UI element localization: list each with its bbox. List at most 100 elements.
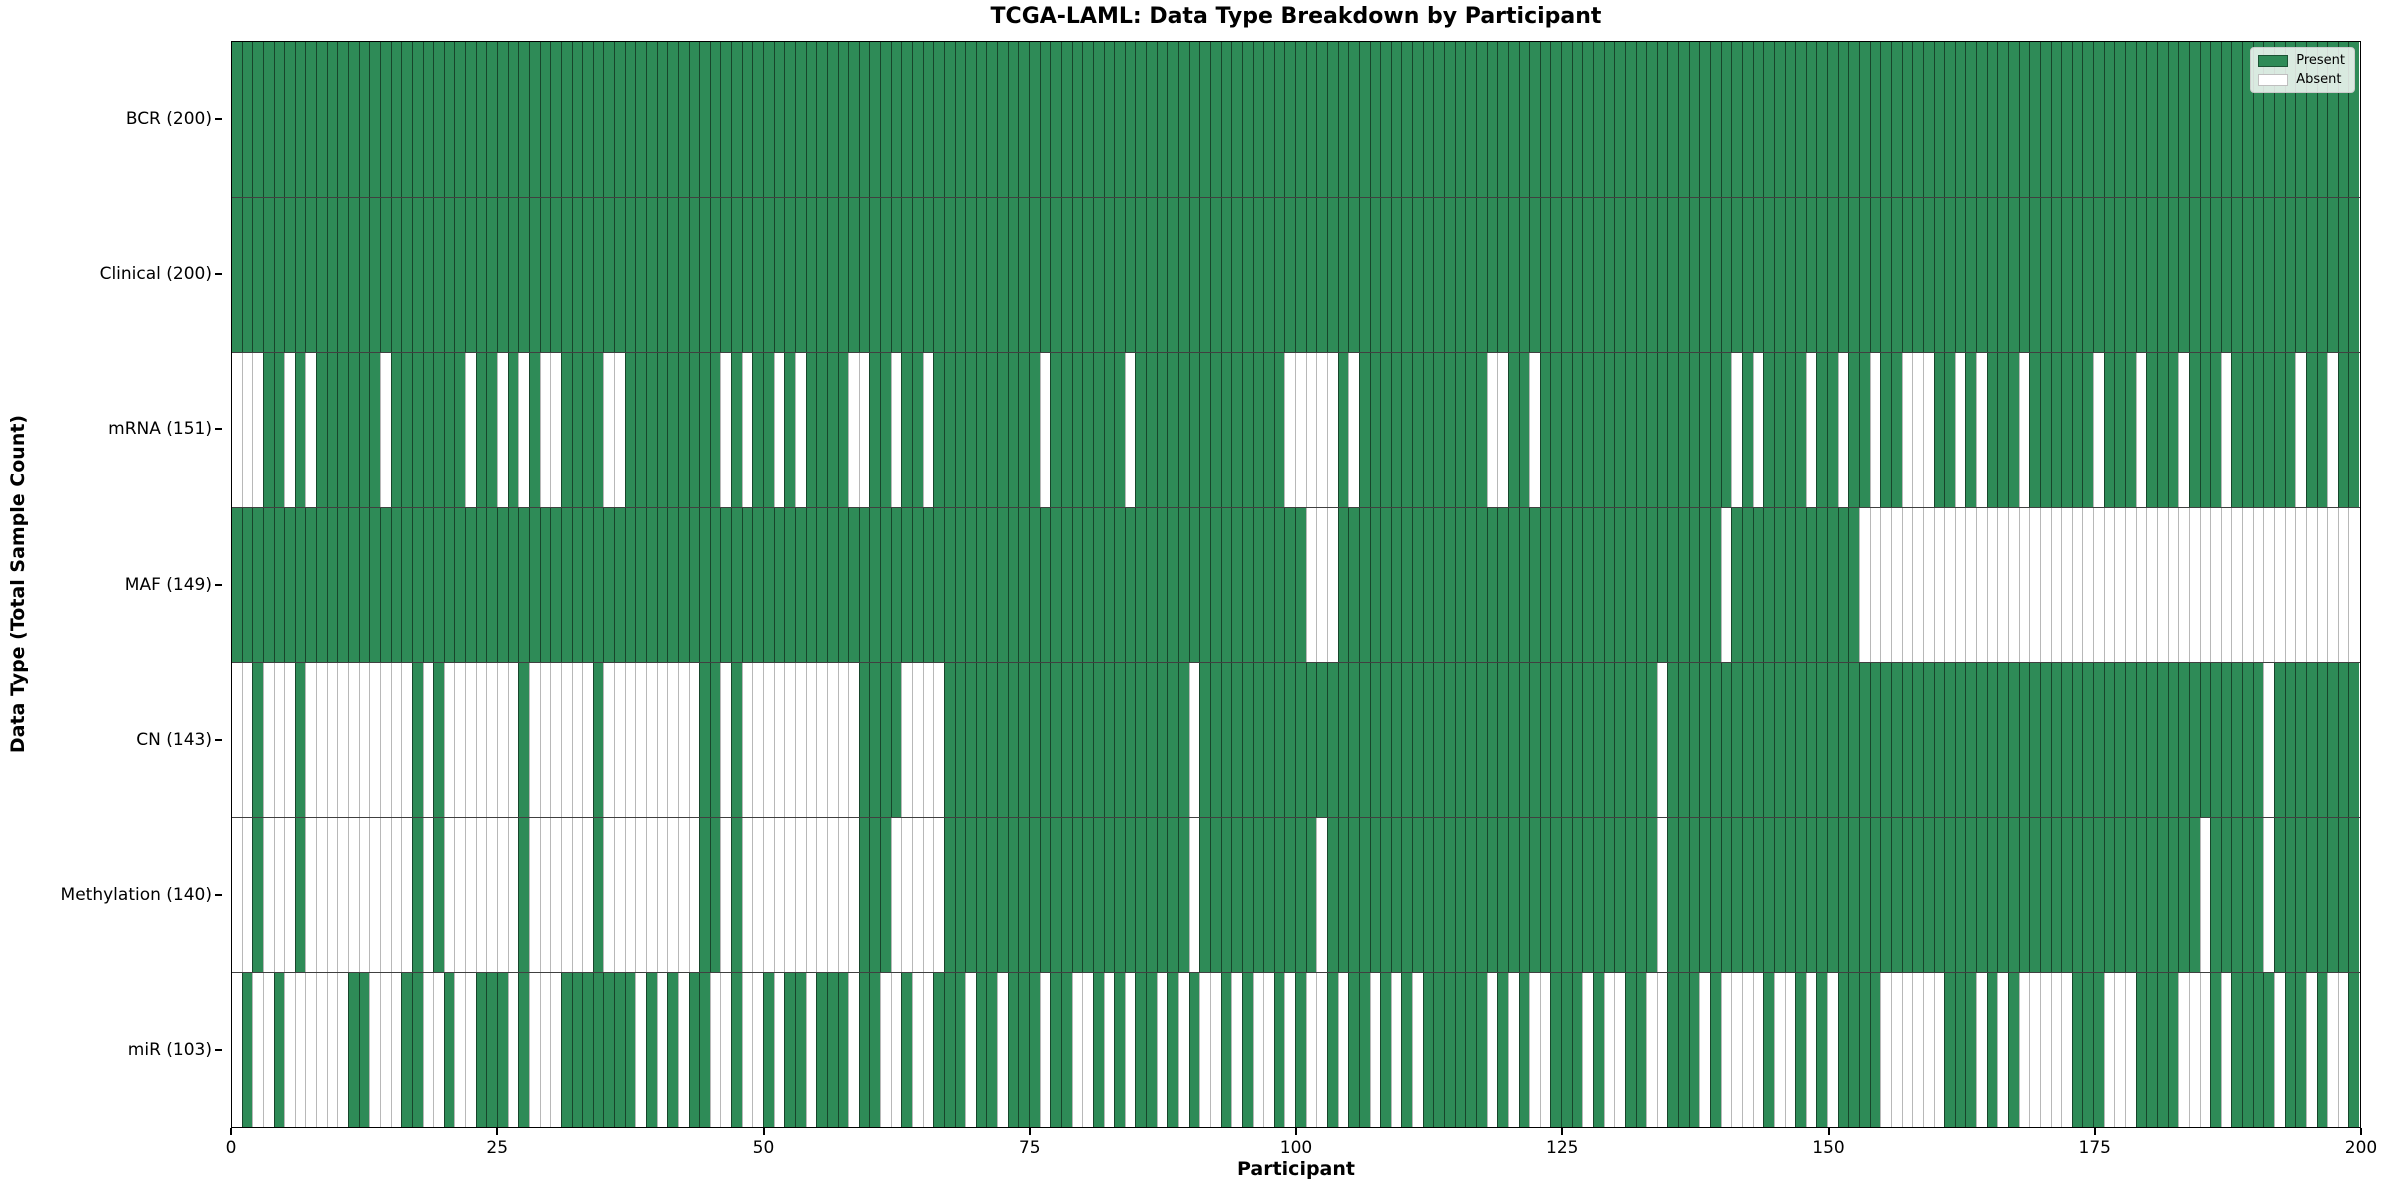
cell — [1805, 663, 1817, 817]
cell — [943, 508, 955, 662]
cell — [582, 198, 593, 352]
cell — [2135, 508, 2147, 662]
cell — [1092, 818, 1104, 972]
cell — [582, 973, 593, 1127]
cell — [1241, 353, 1253, 507]
cell — [1337, 42, 1349, 197]
cell — [592, 42, 604, 197]
cell — [1146, 42, 1157, 197]
cell — [1114, 198, 1125, 352]
cell — [2295, 973, 2306, 1127]
cell — [1007, 508, 1019, 662]
cell — [369, 973, 380, 1127]
cell — [1486, 353, 1498, 507]
cell — [1816, 353, 1828, 507]
cell — [1763, 353, 1774, 507]
cell — [528, 973, 540, 1127]
cell — [2274, 198, 2285, 352]
cell — [1092, 42, 1104, 197]
cell — [252, 973, 263, 1127]
cell — [1795, 818, 1806, 972]
cell — [465, 663, 476, 817]
cell — [582, 353, 593, 507]
cell — [518, 198, 529, 352]
cell — [1720, 973, 1732, 1127]
cell — [1656, 198, 1668, 352]
cell — [358, 508, 370, 662]
cell — [2199, 663, 2211, 817]
cell — [2316, 508, 2328, 662]
cell — [901, 42, 912, 197]
cell — [1146, 198, 1157, 352]
cell — [1635, 818, 1647, 972]
cell — [603, 42, 615, 197]
cell — [752, 663, 764, 817]
cell — [1933, 508, 1945, 662]
cell — [624, 42, 636, 197]
cell — [1773, 198, 1785, 352]
cell — [720, 42, 732, 197]
cell — [337, 818, 349, 972]
cell — [348, 818, 359, 972]
cell — [1869, 198, 1881, 352]
cell — [1593, 42, 1604, 197]
cell — [794, 818, 806, 972]
cell — [1667, 42, 1679, 197]
cell — [1688, 198, 1700, 352]
cell — [560, 353, 572, 507]
cell — [2125, 973, 2136, 1127]
cell — [433, 973, 444, 1127]
cell — [2146, 663, 2157, 817]
y-tick-label-Clinical: Clinical (200) — [99, 263, 212, 284]
cell — [1816, 663, 1828, 817]
cell — [1465, 198, 1476, 352]
cell — [1060, 198, 1072, 352]
cell — [912, 198, 923, 352]
cell — [1358, 198, 1370, 352]
cell — [2242, 818, 2253, 972]
cell — [2114, 353, 2126, 507]
cell — [1912, 42, 1923, 197]
cell — [2018, 198, 2030, 352]
cell — [1007, 353, 1019, 507]
cell — [422, 42, 434, 197]
cell — [933, 818, 944, 972]
cell — [262, 198, 274, 352]
cell — [518, 818, 529, 972]
cell — [2231, 353, 2243, 507]
cell — [1422, 353, 1434, 507]
cell — [1422, 508, 1434, 662]
cell — [1593, 353, 1604, 507]
cell — [1433, 663, 1445, 817]
cell — [2337, 818, 2349, 972]
cell — [2252, 973, 2264, 1127]
cell — [922, 198, 934, 352]
cell — [1997, 973, 2008, 1127]
cell — [2007, 353, 2019, 507]
cell — [1199, 818, 1210, 972]
cell — [2231, 198, 2243, 352]
cell — [379, 818, 391, 972]
cell — [1912, 353, 1923, 507]
cell — [390, 818, 402, 972]
cell — [2114, 973, 2126, 1127]
cell — [284, 353, 295, 507]
cell — [975, 508, 987, 662]
cell — [1263, 973, 1274, 1127]
x-tick-mark — [2360, 1128, 2362, 1135]
cell — [433, 818, 444, 972]
cell — [1603, 818, 1615, 972]
cell — [837, 973, 849, 1127]
cell — [348, 353, 359, 507]
cell — [316, 973, 327, 1127]
cell — [1316, 198, 1327, 352]
cell — [1060, 973, 1072, 1127]
cell — [1475, 353, 1487, 507]
cell — [273, 42, 285, 197]
cell — [1699, 818, 1711, 972]
cell — [1827, 508, 1838, 662]
cell — [316, 198, 327, 352]
cell — [422, 663, 434, 817]
cell — [1103, 663, 1115, 817]
cell — [805, 663, 817, 817]
